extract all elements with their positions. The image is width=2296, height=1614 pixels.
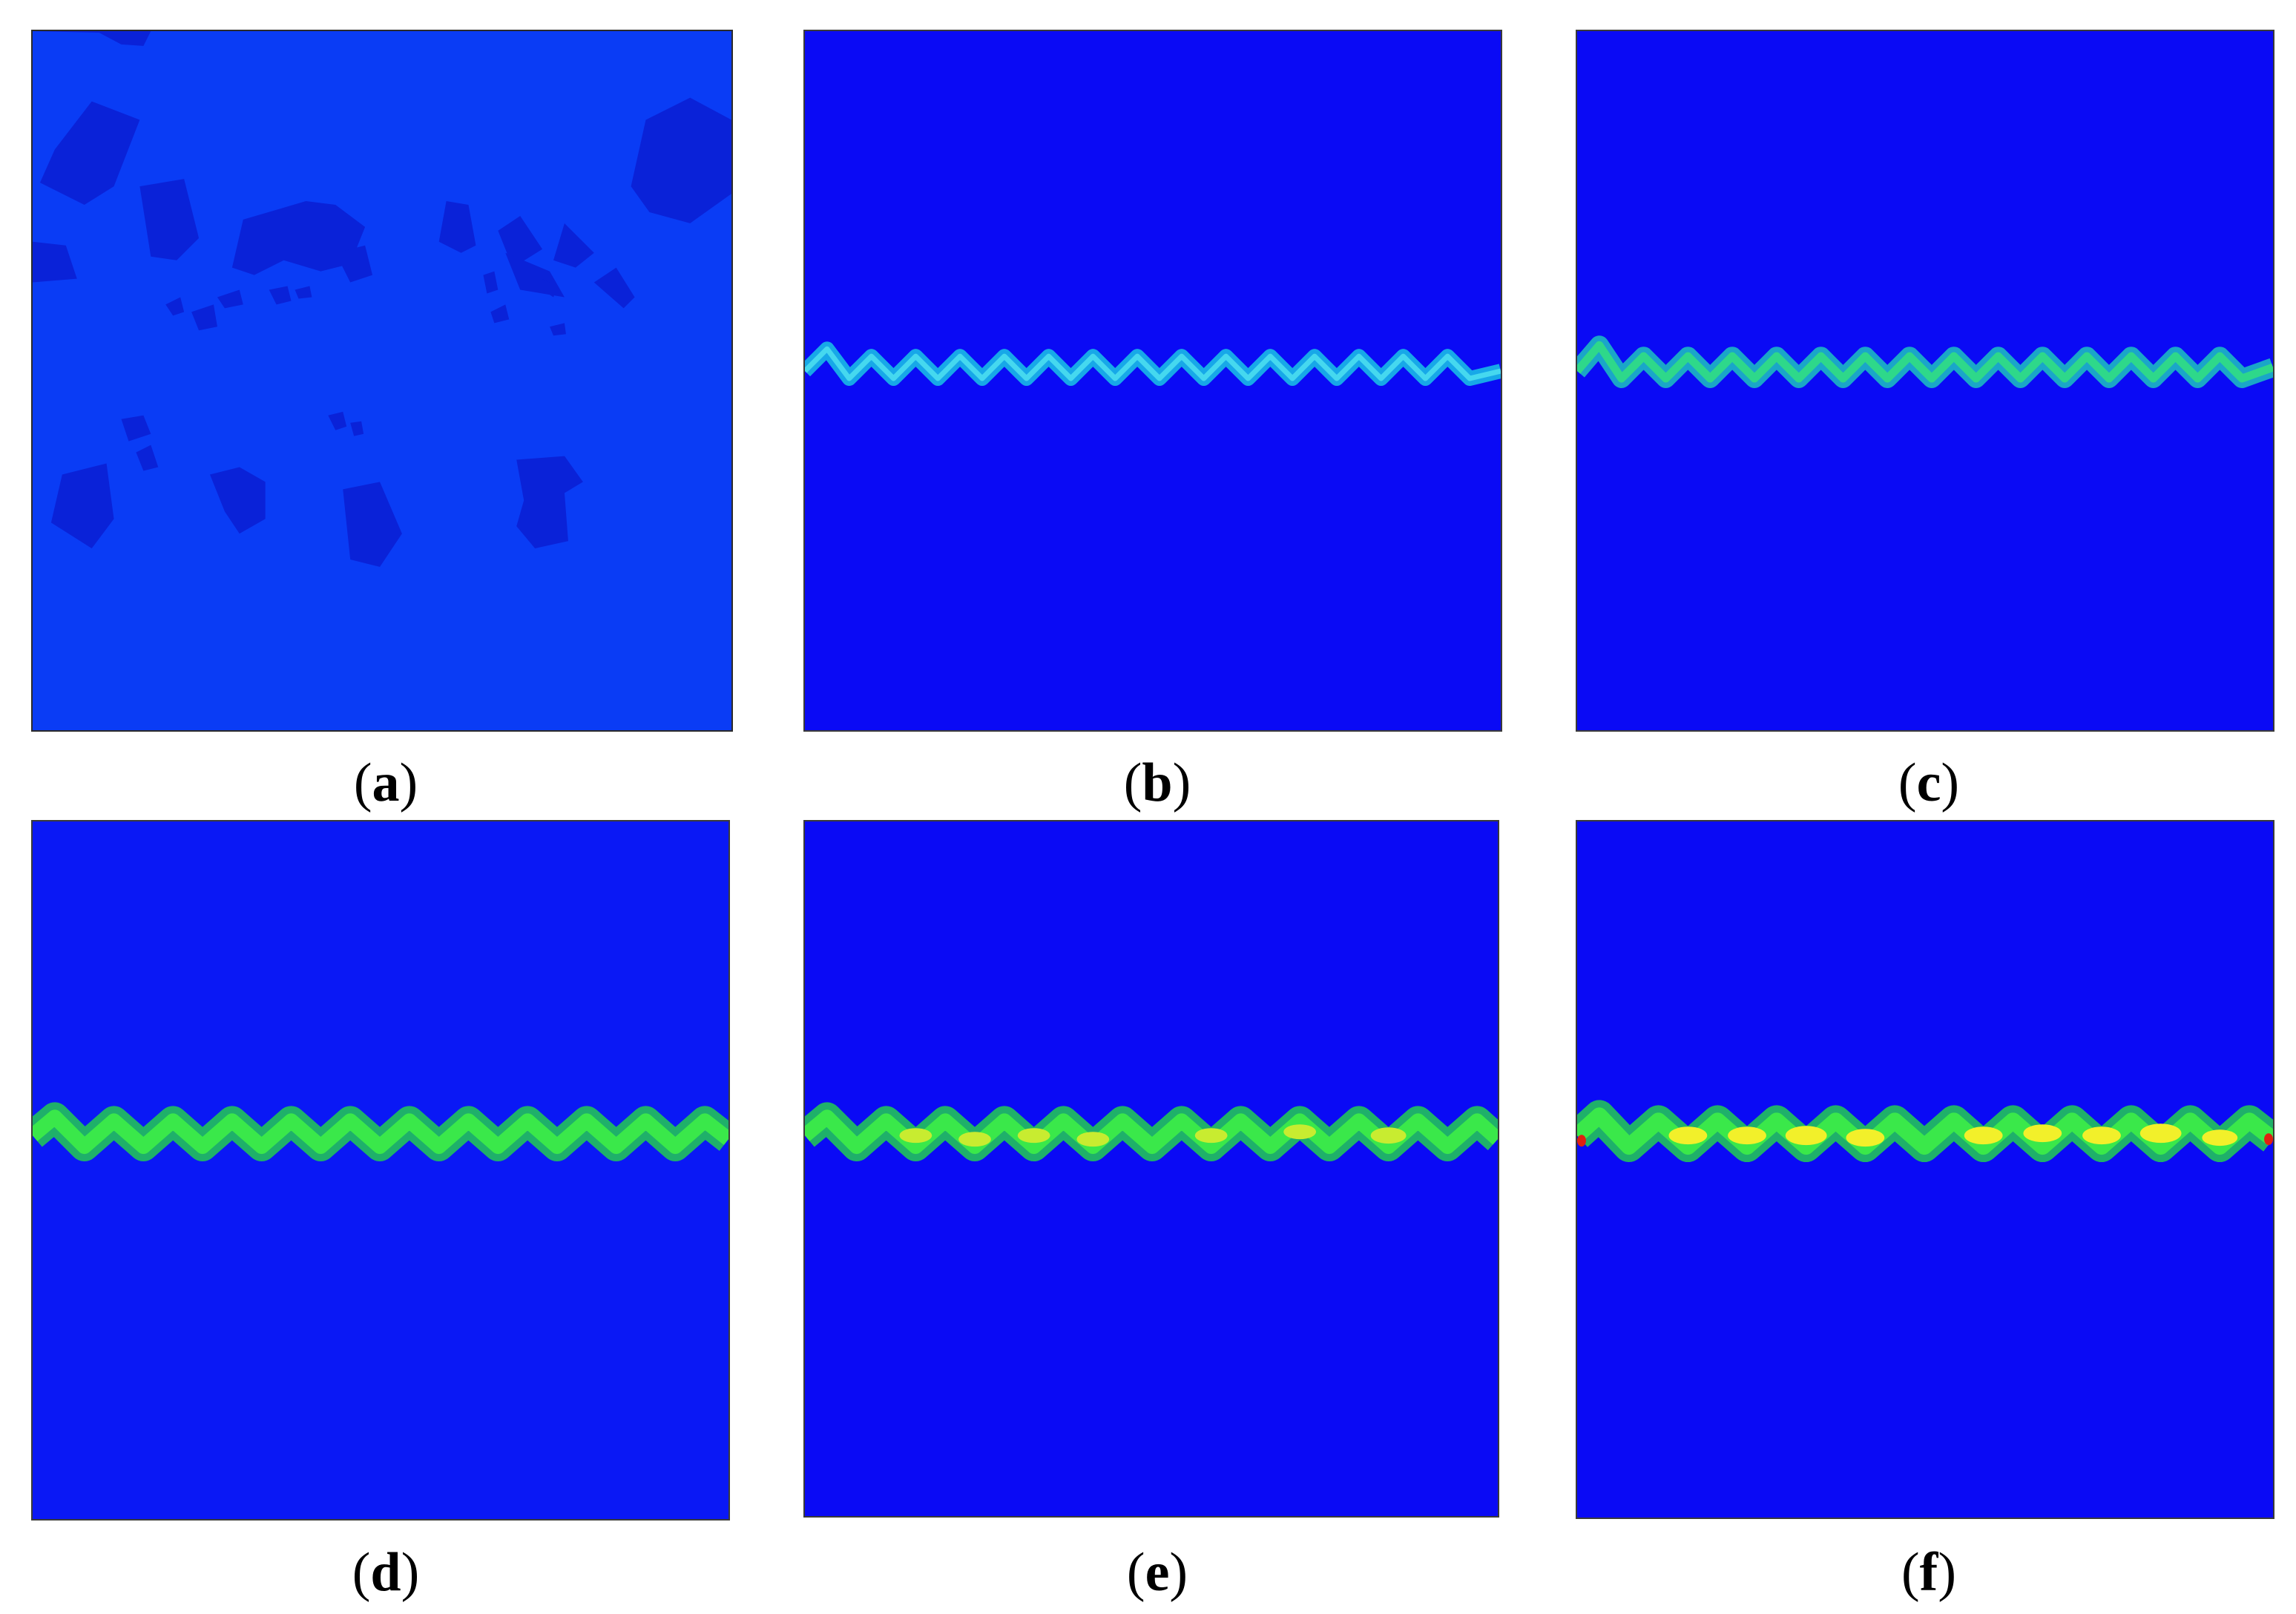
zigzag-band-core	[1577, 341, 2273, 383]
grain	[136, 444, 159, 471]
contour-panel-a	[31, 30, 733, 732]
grain	[631, 97, 731, 223]
caption-f: (f)	[1901, 1542, 1956, 1603]
stress-map	[1577, 821, 2273, 1518]
grain	[33, 31, 151, 46]
grain	[295, 286, 312, 299]
contour-panel-e	[803, 820, 1499, 1518]
field-background	[33, 31, 731, 730]
grain-map	[33, 31, 731, 730]
contour-panel-c	[1576, 30, 2274, 732]
grain	[490, 304, 510, 324]
zigzag-band-core	[805, 1109, 1498, 1155]
grain	[350, 421, 364, 436]
stress-map	[33, 821, 728, 1519]
grain	[165, 297, 185, 316]
grain	[231, 201, 366, 275]
grain	[483, 271, 499, 294]
grain	[542, 278, 557, 298]
caption-a: (a)	[353, 752, 418, 813]
stress-map	[805, 31, 1501, 730]
hotspots	[1668, 1123, 2238, 1147]
hotspots	[899, 1124, 1407, 1147]
grain	[139, 179, 200, 260]
zigzag-band-core	[33, 1109, 728, 1155]
edge-hotspots	[1577, 1133, 2273, 1147]
caption-d: (d)	[352, 1542, 420, 1603]
grain	[121, 415, 151, 442]
grain	[269, 286, 292, 305]
grain	[550, 323, 566, 336]
field-background	[33, 821, 728, 1519]
caption-c: (c)	[1898, 752, 1960, 813]
grain	[209, 467, 266, 534]
contour-panel-d	[31, 820, 730, 1520]
grain	[593, 267, 635, 309]
grain	[39, 101, 140, 206]
grain	[553, 223, 594, 268]
stress-map	[805, 821, 1498, 1516]
grain	[438, 201, 476, 253]
contour-panel-b	[803, 30, 1502, 732]
grain	[33, 241, 77, 283]
caption-b: (b)	[1123, 752, 1191, 813]
zigzag-band-core	[1577, 1107, 2273, 1155]
zigzag-band-core	[805, 346, 1501, 381]
grain	[343, 482, 402, 567]
grain	[328, 411, 347, 430]
grain	[335, 245, 373, 283]
grain	[516, 456, 583, 549]
grain	[191, 304, 217, 331]
caption-e: (e)	[1126, 1542, 1188, 1603]
grain	[217, 289, 243, 309]
contour-panel-f	[1576, 820, 2274, 1519]
grain-regions	[33, 31, 731, 567]
field-background	[805, 821, 1498, 1516]
grain	[50, 463, 114, 549]
field-background	[1577, 821, 2273, 1518]
stress-map	[1577, 31, 2273, 730]
